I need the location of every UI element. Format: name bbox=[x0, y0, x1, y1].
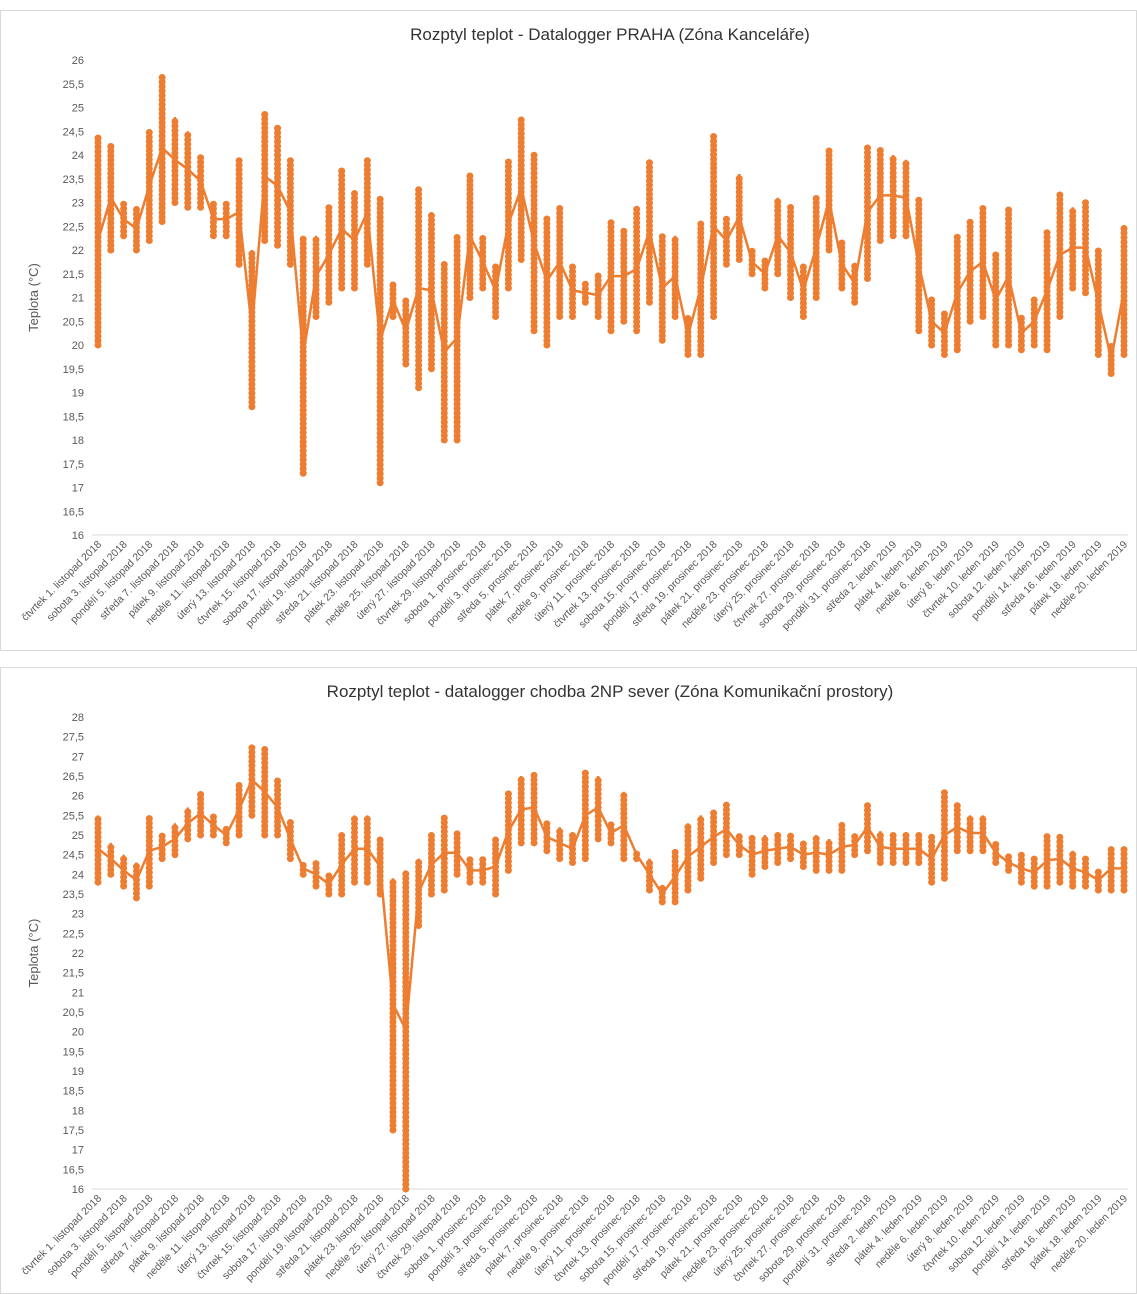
y-tick-label: 21,5 bbox=[63, 269, 84, 281]
y-tick-label: 27 bbox=[72, 751, 84, 763]
y-tick-label: 26,5 bbox=[63, 771, 84, 783]
y-tick-label: 16 bbox=[72, 1184, 84, 1196]
y-tick-label: 24 bbox=[72, 869, 84, 881]
y-tick-label: 18,5 bbox=[63, 411, 84, 423]
y-axis-label: Teplota (°C) bbox=[26, 263, 41, 332]
y-tick-label: 18,5 bbox=[63, 1086, 84, 1098]
y-tick-label: 24,5 bbox=[63, 126, 84, 138]
y-tick-label: 26 bbox=[72, 55, 84, 67]
y-tick-label: 16 bbox=[72, 530, 84, 542]
y-tick-label: 25 bbox=[72, 103, 84, 115]
y-tick-label: 23,5 bbox=[63, 174, 84, 186]
y-axis-label: Teplota (°C) bbox=[26, 919, 41, 988]
y-tick-label: 22,5 bbox=[63, 928, 84, 940]
y-tick-label: 17 bbox=[72, 1145, 84, 1157]
y-tick-label: 25,5 bbox=[63, 79, 84, 91]
y-tick-label: 22,5 bbox=[63, 221, 84, 233]
y-tick-label: 22 bbox=[72, 245, 84, 257]
y-tick-label: 20 bbox=[72, 1027, 84, 1039]
y-tick-label: 16,5 bbox=[63, 506, 84, 518]
y-tick-label: 26 bbox=[72, 791, 84, 803]
y-tick-label: 16,5 bbox=[63, 1164, 84, 1176]
y-tick-label: 20,5 bbox=[63, 1007, 84, 1019]
y-tick-label: 19 bbox=[72, 1066, 84, 1078]
y-tick-label: 23 bbox=[72, 909, 84, 921]
y-tick-label: 18 bbox=[72, 435, 84, 447]
y-tick-label: 24 bbox=[72, 150, 84, 162]
y-tick-label: 23 bbox=[72, 198, 84, 210]
y-tick-label: 25,5 bbox=[63, 810, 84, 822]
y-tick-label: 21 bbox=[72, 293, 84, 305]
y-tick-label: 20 bbox=[72, 340, 84, 352]
y-tick-label: 23,5 bbox=[63, 889, 84, 901]
y-tick-label: 18 bbox=[72, 1105, 84, 1117]
y-tick-label: 21,5 bbox=[63, 968, 84, 980]
y-tick-label: 21 bbox=[72, 987, 84, 999]
connector bbox=[97, 777, 1124, 1035]
y-tick-label: 28 bbox=[72, 712, 84, 724]
y-tick-label: 20,5 bbox=[63, 316, 84, 328]
y-tick-label: 19 bbox=[72, 388, 84, 400]
y-tick-label: 19,5 bbox=[63, 364, 84, 376]
y-tick-label: 25 bbox=[72, 830, 84, 842]
y-tick-label: 24,5 bbox=[63, 850, 84, 862]
y-tick-label: 17,5 bbox=[63, 459, 84, 471]
y-tick-label: 19,5 bbox=[63, 1046, 84, 1058]
chart-title: Rozptyl teplot - Datalogger PRAHA (Zóna … bbox=[410, 25, 810, 44]
y-tick-label: 17,5 bbox=[63, 1125, 84, 1137]
y-tick-label: 22 bbox=[72, 948, 84, 960]
y-tick-label: 17 bbox=[72, 483, 84, 495]
y-tick-label: 27,5 bbox=[63, 732, 84, 744]
chart-title: Rozptyl teplot - datalogger chodba 2NP s… bbox=[327, 682, 894, 701]
connector bbox=[96, 145, 1126, 360]
